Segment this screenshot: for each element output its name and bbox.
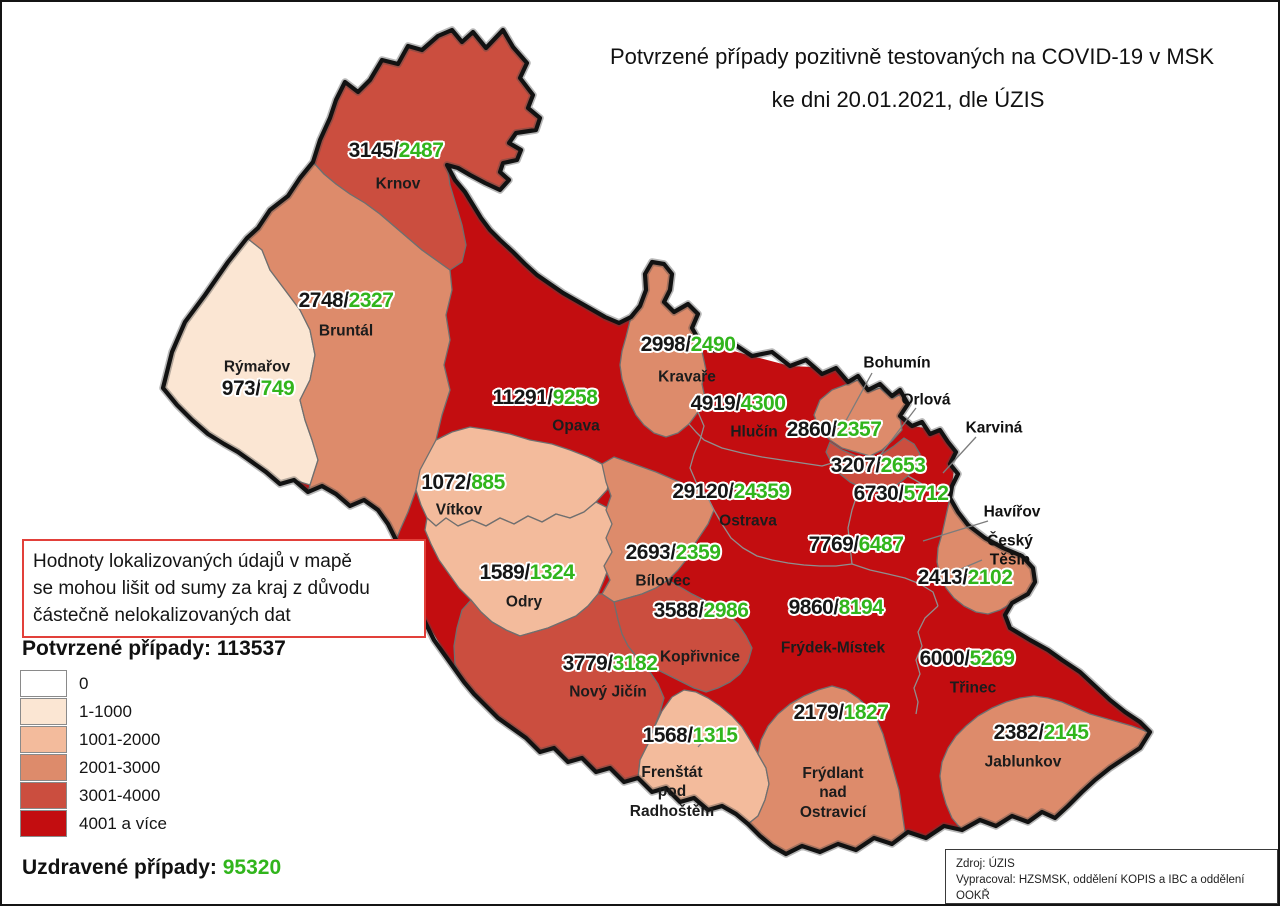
legend-swatch-3 <box>20 754 67 781</box>
region-name-odry: Odry <box>505 593 543 611</box>
region-name-orlova: Orlová <box>901 391 951 409</box>
source-line1: Zdroj: ÚZIS <box>956 858 1015 870</box>
region-name-bohumin: Bohumín <box>863 354 931 372</box>
recovered-total-value: 95320 <box>222 856 282 879</box>
legend-row-4: 3001-4000 <box>20 782 160 809</box>
region-value-hlucin: 4919/4300 <box>690 392 786 415</box>
region-value-havirov: 7769/6487 <box>808 533 904 556</box>
region-name-ostrava: Ostrava <box>719 512 777 530</box>
region-value-cesky-tesin: 2413/2102 <box>917 566 1013 589</box>
region-value-rymarov: 973/749 <box>221 377 295 400</box>
region-value-kravare: 2998/2490 <box>640 333 736 356</box>
label-leader-lines <box>697 372 989 748</box>
region-name-trinec: Třinec <box>949 679 997 697</box>
legend-label-1: 1-1000 <box>79 701 132 721</box>
legend-row-0: 0 <box>20 670 88 697</box>
region-name-opava: Opava <box>552 417 600 435</box>
disclaimer-note-box: Hodnoty lokalizovaných údajů v mapě se m… <box>22 539 426 638</box>
region-outline-black <box>160 27 1153 857</box>
region-name-vitkov: Vítkov <box>435 501 483 519</box>
region-name-hlucin: Hlučín <box>730 423 778 441</box>
region-value-bohumin: 2860/2357 <box>786 418 882 441</box>
region-value-vitkov: 1072/885 <box>421 471 505 494</box>
region-orlova <box>825 437 921 493</box>
region-name-novy-jicin: Nový Jičín <box>569 683 647 701</box>
region-value-bilovec: 2693/2359 <box>625 541 721 564</box>
source-line2: Vypracoval: HZSMSK, oddělení KOPIS a IBC… <box>956 874 1245 902</box>
region-bilovec <box>601 456 715 603</box>
region-name-kravare: Kravaře <box>658 368 716 386</box>
region-name-rymarov: Rýmařov <box>223 358 291 376</box>
region-name-krnov: Krnov <box>375 175 421 193</box>
region-name-frydek-mistek: Frýdek-Místek <box>780 639 886 657</box>
region-value-frydek-mistek: 9860/8194 <box>788 596 884 619</box>
legend-label-3: 2001-3000 <box>79 757 161 777</box>
legend-row-2: 1001-2000 <box>20 726 160 753</box>
region-name-koprivnice: Kopřivnice <box>659 648 741 666</box>
note-line3: částečně nelokalizovaných dat <box>33 605 291 626</box>
region-value-opava: 11291/9258 <box>492 386 598 409</box>
region-value-frenstat: 1568/1315 <box>642 724 738 747</box>
recovered-total: Uzdravené případy: 95320 <box>22 856 281 880</box>
region-value-jablunkov: 2382/2145 <box>993 721 1089 744</box>
region-name-cesky-tesin: Český Těšín <box>987 532 1033 568</box>
region-value-ostrava: 29120/24359 <box>672 480 790 503</box>
region-name-frenstat: Frenštát pod Radhoštěm <box>629 763 715 820</box>
region-name-jablunkov: Jablunkov <box>984 753 1062 771</box>
region-bohumin <box>813 379 909 457</box>
legend-swatch-0 <box>20 670 67 697</box>
region-value-orlova: 3207/2653 <box>830 454 926 477</box>
region-name-karvina: Karviná <box>965 419 1023 437</box>
region-name-bilovec: Bílovec <box>635 572 691 590</box>
confirmed-total: Potvrzené případy: 113537 <box>22 637 286 661</box>
region-value-frydlant: 2179/1827 <box>793 701 889 724</box>
note-line1: Hodnoty lokalizovaných údajů v mapě <box>33 551 352 572</box>
legend-row-3: 2001-3000 <box>20 754 160 781</box>
confirmed-total-label: Potvrzené případy: <box>22 637 212 660</box>
region-value-bruntal: 2748/2327 <box>298 289 394 312</box>
legend-row-5: 4001 a více <box>20 810 167 837</box>
region-value-karvina: 6730/5712 <box>853 482 949 505</box>
inner-district-borders <box>688 411 951 715</box>
region-name-havirov: Havířov <box>983 503 1041 521</box>
map-title-line2: ke dni 20.01.2021, dle ÚZIS <box>771 87 1045 112</box>
region-value-novy-jicin: 3779/3182 <box>562 652 658 675</box>
region-value-odry: 1589/1324 <box>479 561 575 584</box>
source-box: Zdroj: ÚZIS Vypracoval: HZSMSK, oddělení… <box>945 849 1278 904</box>
confirmed-total-value: 113537 <box>216 637 286 660</box>
legend-label-2: 1001-2000 <box>79 729 161 749</box>
legend-label-0: 0 <box>79 673 89 693</box>
legend-swatch-5 <box>20 810 67 837</box>
region-value-krnov: 3145/2487 <box>348 139 444 162</box>
region-value-koprivnice: 3588/2986 <box>653 599 749 622</box>
legend-label-4: 3001-4000 <box>79 785 161 805</box>
region-value-trinec: 6000/5269 <box>919 647 1015 670</box>
region-name-bruntal: Bruntál <box>318 322 374 340</box>
recovered-total-label: Uzdravené případy: <box>22 856 217 879</box>
note-line2: se mohou lišit od sumy za kraj z důvodu <box>33 578 370 599</box>
region-name-frydlant: Frýdlant nad Ostravicí <box>799 764 867 821</box>
legend-swatch-2 <box>20 726 67 753</box>
legend-swatch-4 <box>20 782 67 809</box>
legend-swatch-1 <box>20 698 67 725</box>
legend-label-5: 4001 a více <box>79 813 167 833</box>
map-title-line1: Potvrzené případy pozitivně testovaných … <box>609 44 1215 69</box>
legend-row-1: 1-1000 <box>20 698 132 725</box>
